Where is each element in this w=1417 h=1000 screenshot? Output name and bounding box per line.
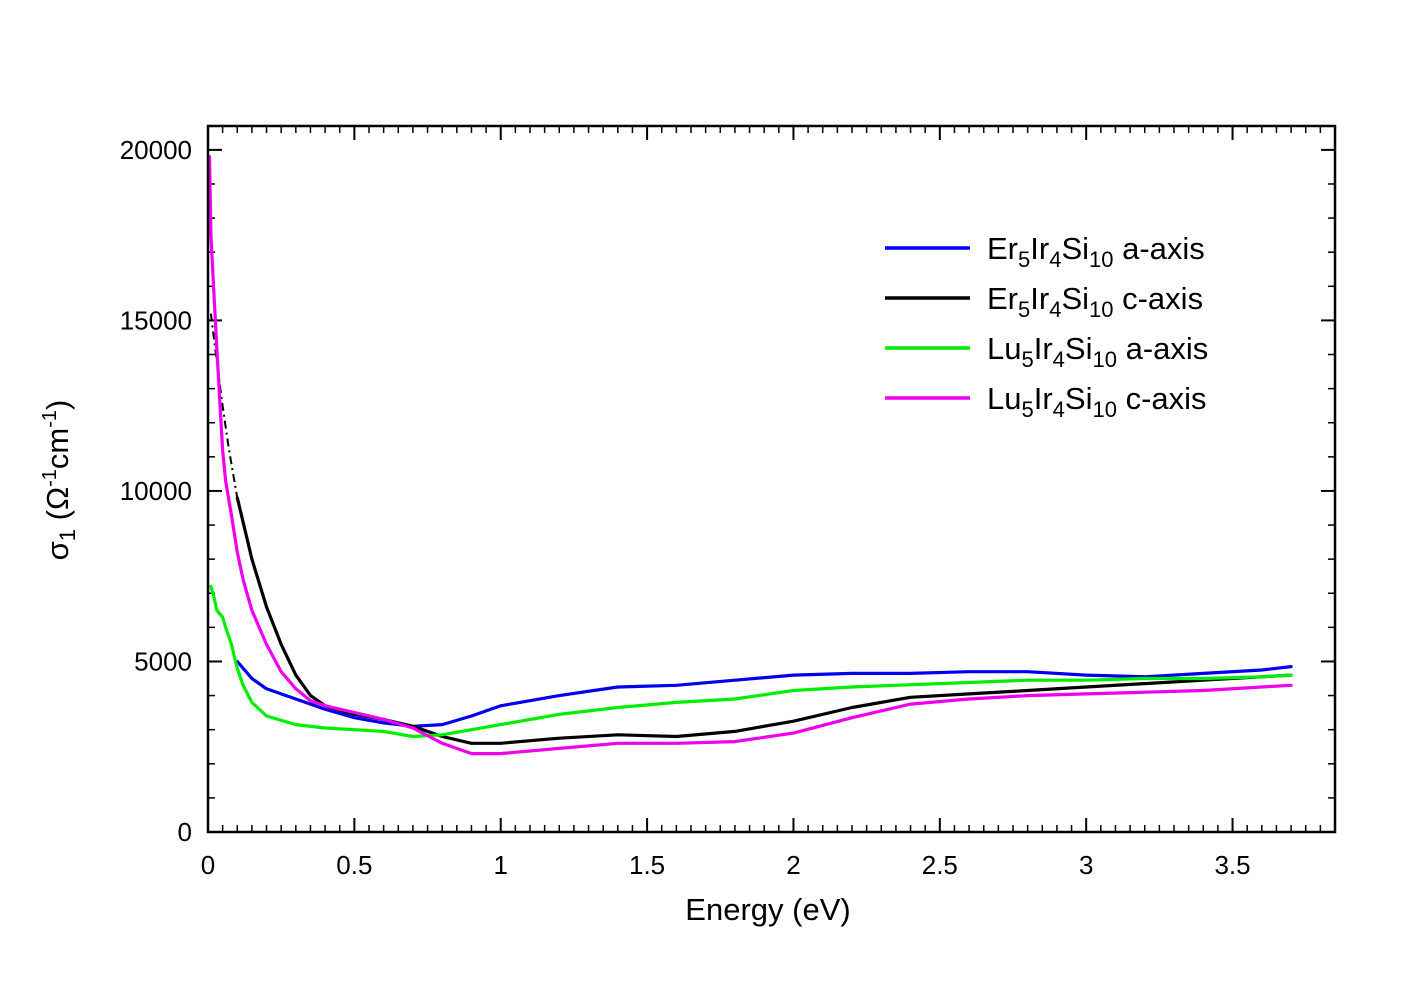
- legend-label: Er5Ir4Si10 c-axis: [987, 281, 1203, 322]
- plot-frame: [206, 124, 1337, 834]
- x-tick-label: 0: [201, 850, 215, 880]
- legend-label: Er5Ir4Si10 a-axis: [987, 231, 1205, 272]
- y-axis-symbol: σ: [40, 541, 75, 560]
- y-tick-label: 10000: [120, 476, 192, 506]
- x-tick-label: 3.5: [1214, 850, 1250, 880]
- x-tick-label: 0.5: [336, 850, 372, 880]
- x-tick-label: 2: [786, 850, 800, 880]
- legend-label: Lu5Ir4Si10 a-axis: [987, 331, 1208, 372]
- y-axis-title: σ1 (Ω-1cm-1): [39, 400, 80, 561]
- y-axis-units-open: (Ω: [40, 487, 75, 529]
- y-axis-units-cm: cm: [40, 428, 75, 469]
- y-tick-label: 15000: [120, 305, 192, 335]
- x-axis-title: Energy (eV): [685, 892, 850, 927]
- x-tick-label: 1: [493, 850, 507, 880]
- legend: Er5Ir4Si10 a-axis Er5Ir4Si10 c-axis Lu5Ir4…: [885, 231, 1208, 422]
- y-axis-exponent-1: -1: [39, 469, 61, 487]
- series-line-0: [235, 659, 1293, 728]
- axis-tick-labels: 0 0.5 1 1.5 2 2.5 3 3.5 0 5000 10000 15000 20000: [120, 135, 1251, 880]
- x-tick-label: 3: [1079, 850, 1093, 880]
- x-tick-label: 1.5: [629, 850, 665, 880]
- series-line-2: [209, 584, 1293, 739]
- y-tick-label: 0: [178, 817, 192, 847]
- series-line-1: [235, 496, 1293, 745]
- y-axis-exponent-2: -1: [39, 410, 61, 428]
- y-tick-label: 5000: [134, 646, 192, 676]
- legend-label: Lu5Ir4Si10 c-axis: [987, 381, 1207, 422]
- data-series: [207, 155, 1293, 756]
- y-axis-symbol-subscript: 1: [55, 529, 80, 541]
- series-line-3: [207, 155, 1293, 756]
- y-tick-label: 20000: [120, 135, 192, 165]
- y-axis-units-close: ): [40, 400, 75, 410]
- x-tick-label: 2.5: [922, 850, 958, 880]
